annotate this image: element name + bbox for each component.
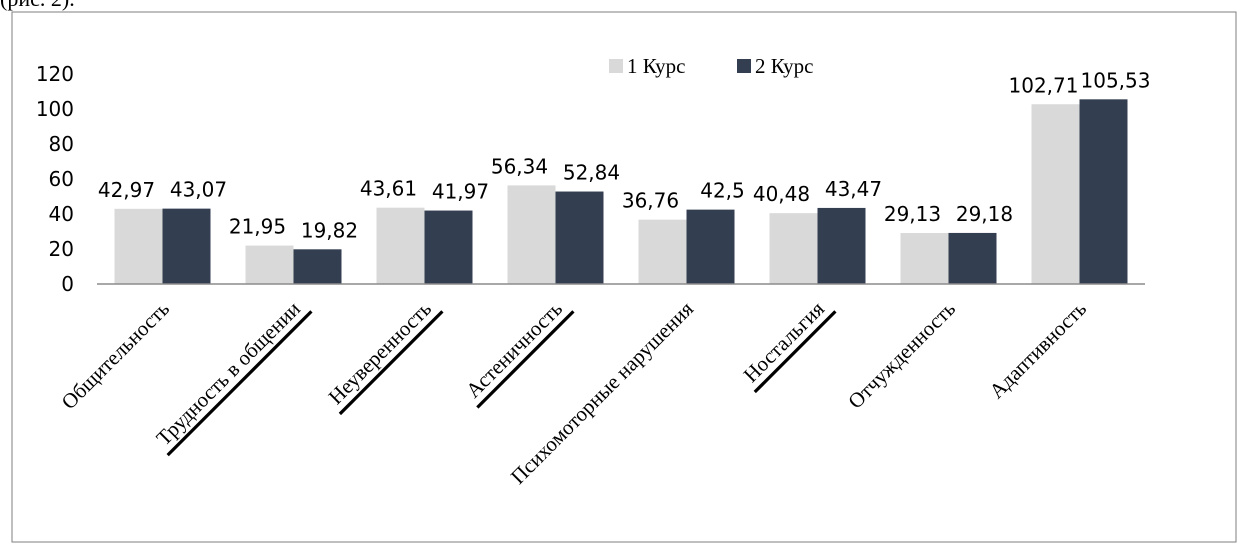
bar-kurs-1 xyxy=(245,245,294,284)
bar-kurs-1 xyxy=(638,219,687,284)
category-label-group: Отчужденность xyxy=(843,297,960,414)
category-label: Отчужденность xyxy=(843,297,960,414)
data-label: 102,71 xyxy=(1009,73,1079,97)
bar-kurs-2 xyxy=(293,249,342,284)
legend: 1 Курс 2 Курс xyxy=(609,54,814,78)
category-label: Астеничность xyxy=(461,297,567,403)
y-axis: 0 20 40 60 80 100 120 xyxy=(36,62,74,296)
category-label-group: Астеничность xyxy=(461,297,575,409)
data-label: 29,18 xyxy=(956,202,1013,226)
category-label: Ностальгия xyxy=(739,296,830,387)
category-underline xyxy=(753,310,837,394)
bar-kurs-1 xyxy=(769,213,818,284)
category-label: Неуверенность xyxy=(324,297,436,409)
bar-kurs-2 xyxy=(162,208,211,284)
data-label: 42,97 xyxy=(98,178,155,202)
data-label: 42,5 xyxy=(700,179,745,203)
bar-kurs-1 xyxy=(900,233,949,284)
bar-kurs-1 xyxy=(114,208,163,284)
y-tick-label: 20 xyxy=(49,237,74,261)
category-label-group: Общительность xyxy=(57,297,174,414)
data-label: 21,95 xyxy=(229,215,286,239)
bar-kurs-2 xyxy=(686,209,735,284)
category-label-group: Ностальгия xyxy=(739,296,837,394)
y-tick-label: 60 xyxy=(49,167,74,191)
category-underline xyxy=(166,310,313,457)
bar-kurs-2 xyxy=(948,232,997,284)
data-label: 40,48 xyxy=(753,182,810,206)
data-label: 56,34 xyxy=(491,154,548,178)
bar-kurs-1 xyxy=(507,185,556,284)
data-label: 36,76 xyxy=(622,189,679,213)
data-label: 43,07 xyxy=(170,178,227,202)
data-label: 105,53 xyxy=(1081,68,1151,92)
chart-frame xyxy=(11,11,1237,543)
data-label: 43,47 xyxy=(825,177,882,201)
legend-swatch xyxy=(609,59,623,73)
bar-kurs-1 xyxy=(376,207,425,284)
legend-label: 1 Курс xyxy=(627,54,686,78)
data-label: 29,13 xyxy=(884,202,941,226)
category-label: Адаптивность xyxy=(984,297,1091,404)
category-label: Общительность xyxy=(57,297,174,414)
legend-label: 2 Курс xyxy=(755,54,814,78)
data-label: 19,82 xyxy=(301,218,358,242)
y-tick-label: 100 xyxy=(36,97,74,121)
category-underline xyxy=(338,310,444,416)
data-label: 43,61 xyxy=(360,177,417,201)
category-label-group: Трудность в общении xyxy=(151,297,313,457)
category-label: Трудность в общении xyxy=(151,297,305,451)
category-label-group: Адаптивность xyxy=(984,297,1091,404)
bars xyxy=(114,99,1128,284)
y-tick-label: 40 xyxy=(49,202,74,226)
y-tick-label: 0 xyxy=(61,272,74,296)
y-tick-label: 120 xyxy=(36,62,74,86)
legend-swatch xyxy=(737,59,751,73)
bar-kurs-1 xyxy=(1031,104,1080,284)
category-label-group: Неуверенность xyxy=(324,297,444,416)
y-tick-label: 80 xyxy=(49,132,74,156)
data-label: 41,97 xyxy=(432,180,489,204)
bar-kurs-2 xyxy=(1079,99,1128,284)
data-label: 52,84 xyxy=(563,161,620,185)
category-underline xyxy=(476,310,575,409)
bar-kurs-2 xyxy=(555,191,604,284)
bar-kurs-2 xyxy=(424,210,473,284)
bar-kurs-2 xyxy=(817,207,866,284)
caption-fragment: (рис. 2). xyxy=(0,0,75,11)
